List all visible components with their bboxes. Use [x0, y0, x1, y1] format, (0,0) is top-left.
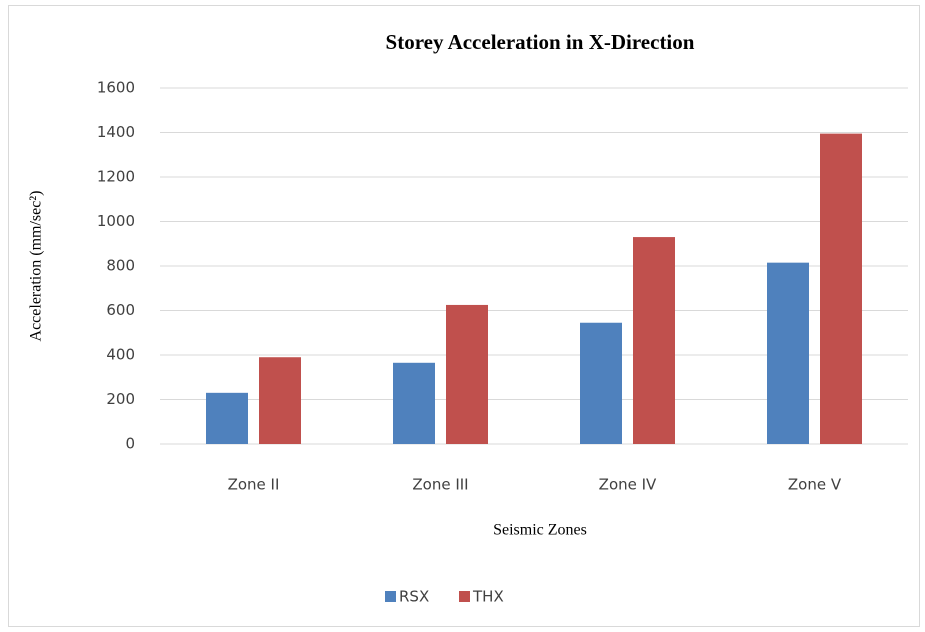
y-tick-label: 1200 [97, 168, 135, 186]
bar [259, 357, 301, 444]
bar [820, 133, 862, 445]
legend-swatch [459, 591, 470, 602]
y-tick-label: 0 [125, 435, 135, 453]
legend-label: RSX [399, 588, 429, 606]
y-tick-label: 600 [106, 301, 135, 319]
bar [633, 237, 675, 444]
y-tick-label: 1400 [97, 123, 135, 141]
x-tick-label: Zone III [412, 476, 468, 494]
y-tick-label: 400 [106, 346, 135, 364]
x-tick-label: Zone II [228, 476, 280, 494]
bar [580, 322, 622, 444]
x-axis-label: Seismic Zones [493, 522, 587, 539]
y-tick-label: 800 [106, 257, 135, 275]
y-tick-label: 200 [106, 390, 135, 408]
bar [767, 262, 809, 444]
legend-swatch [385, 591, 396, 602]
x-tick-label: Zone V [788, 476, 842, 494]
bar [446, 304, 488, 444]
x-tick-label: Zone IV [599, 476, 657, 494]
y-axis-label: Acceleration (mm/sec²) [28, 191, 45, 342]
y-tick-label: 1000 [97, 212, 135, 230]
bar [206, 392, 248, 444]
legend-label: THX [472, 588, 504, 606]
y-tick-label: 1600 [97, 79, 135, 97]
chart-title: Storey Acceleration in X-Direction [386, 30, 695, 54]
bar [393, 362, 435, 444]
